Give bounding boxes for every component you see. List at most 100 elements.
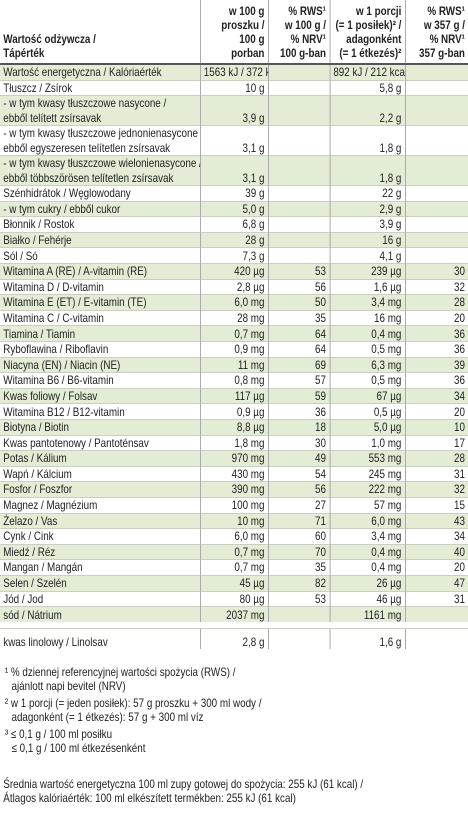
cell-text: kwas linolowy / Linolsav (3, 635, 108, 650)
nutrient-value: 5,0 g (199, 200, 269, 217)
cell-text: 3,4 mg (371, 529, 402, 544)
nutrient-value (404, 216, 468, 233)
cell-text: Kwas foliowy / Folsav (3, 388, 98, 403)
nutrient-value: 30 (404, 263, 468, 280)
cell-text: 28 (453, 295, 465, 310)
nutrient-value: 222 mg (329, 481, 406, 498)
table-row: Niacyna (EN) / Niacin (NE) 11 mg 69 6,3 mg 3… (0, 356, 468, 373)
cell-text: Żelazo / Vas (3, 513, 58, 528)
nutrient-value: w 100 g proszku /100 g porban (199, 0, 269, 64)
cell-text: 222 mg (368, 482, 402, 497)
cell-text: 6,3 mg (371, 357, 402, 372)
nutrient-value: 18 (267, 419, 330, 436)
cell-text: 56 (314, 279, 326, 294)
table-row: Witamina D / D-vitamin 2,8 µg 56 1,6 µg 32 (0, 278, 468, 295)
nutrient-value: 32 (404, 481, 468, 498)
nutrition-table: Wartość odżywcza / Tápérték w 100 g proszku… (0, 0, 468, 623)
nutrient-value: 6,0 mg (199, 528, 269, 545)
cell-text: 57 mg (374, 498, 402, 513)
nutrient-value: 10 g (199, 79, 269, 96)
nutrient-value: 4,1 g (329, 247, 406, 264)
cell-text: Witamina B12 / B12-vitamin (3, 404, 125, 419)
cell-line: % RWS¹ (427, 4, 465, 18)
nutrient-name: Miedź / Réz (0, 543, 201, 560)
nutrient-value: % RWS¹ w 357 g /% NRV¹ 357 g-ban (404, 0, 468, 64)
nutrient-value: 0,5 µg (329, 403, 406, 420)
nutrient-value (267, 628, 330, 650)
nutrient-name: - w tym kwasy tłuszczowe jednonienasycon… (0, 125, 201, 156)
table-row: Kwas foliowy / Folsav 117 µg 59 67 µg 34 (0, 387, 468, 404)
nutrient-value (267, 63, 330, 80)
nutrient-value: 20 (404, 403, 468, 420)
cell-text: 8,8 µg (236, 420, 265, 435)
nutrient-value: 970 mg (199, 450, 269, 467)
nutrient-name: Selen / Szelén (0, 574, 201, 592)
nutrient-name: Wartość odżywcza / Tápérték (0, 0, 200, 64)
table-body: Wartość energetyczna / Kalóriaérték 1563 … (0, 63, 468, 623)
nutrient-value: 3,9 g (199, 95, 269, 126)
nutrient-value: 45 µg (199, 574, 269, 592)
cell-text: 35 (314, 310, 326, 325)
nutrient-value: 7,3 g (199, 247, 269, 264)
cell-text: 390 mg (231, 482, 265, 497)
cell-text: 420 µg (234, 264, 265, 279)
cell-text: 50 (314, 295, 326, 310)
cell-text: Ryboflawina / Riboflavin (3, 342, 109, 357)
cell-text: Kwas pantotenowy / Pantoténsav (3, 435, 149, 450)
cell-text: 34 (453, 388, 465, 403)
nutrient-value: 31 (404, 465, 468, 482)
cell-text: 2,8 g (242, 635, 265, 650)
nutrient-value (404, 200, 468, 217)
nutrient-value: 1161 mg (329, 606, 406, 623)
cell-text: 1,8 mg (234, 435, 265, 450)
table-row: Wapń / Kálcium 430 mg 54 245 mg 31 (0, 465, 468, 482)
nutrient-name: Kwas pantotenowy / Pantoténsav (0, 434, 201, 451)
nutrient-value (267, 185, 330, 202)
cell-text: 36 (314, 404, 326, 419)
nutrient-value: 11 mg (199, 356, 269, 373)
nutrient-value: 56 (267, 278, 330, 295)
nutrient-value: 82 (267, 574, 330, 592)
table-row: Szénhidrátok / Węglowodany 39 g 22 g (0, 185, 468, 202)
cell-text: 32 (453, 279, 465, 294)
cell-text: 6,0 mg (371, 513, 402, 528)
cell-line: % RWS¹ (288, 4, 326, 18)
cell-text: 30 (453, 264, 465, 279)
cell-text: Wartość energetyczna / Kalóriaérték (3, 65, 162, 79)
cell-text: 32 (453, 482, 465, 497)
nutrient-value: 0,4 mg (329, 325, 406, 342)
nutrient-value: 6,3 mg (329, 356, 406, 373)
cell-text: 553 mg (368, 451, 402, 466)
cell-text: 2,8 µg (236, 279, 265, 294)
nutrient-value: 239 µg (329, 263, 406, 280)
cell-text: Fosfor / Foszfor (3, 482, 73, 497)
nutrient-value: 39 (404, 356, 468, 373)
nutrient-name: Potas / Kálium (0, 450, 201, 467)
nutrient-value: 31 (404, 590, 468, 607)
nutrient-value: 26 µg (329, 574, 406, 592)
cell-text: Witamina D / D-vitamin (3, 279, 104, 294)
cell-text: 10 g (245, 80, 265, 95)
nutrient-name: Witamina B6 / B6-vitamin (0, 372, 201, 389)
cell-text: Witamina A (RE) / A-vitamin (RE) (3, 264, 148, 279)
cell-line: ¹ % dziennej referencyjnej wartości spoż… (4, 665, 236, 680)
nutrient-value: 28 (404, 294, 468, 311)
cell-line: ² w 1 porcji (= jeden posiłek): 57 g pro… (4, 696, 262, 711)
nutrient-value: 67 µg (329, 387, 406, 404)
nutrient-name: Witamina E (ET) / E-vitamin (TE) (0, 294, 201, 311)
nutrient-value: 54 (267, 465, 330, 482)
nutrient-value: 117 µg (199, 387, 269, 404)
cell-text: Selen / Szelén (3, 576, 67, 591)
nutrient-value (404, 185, 468, 202)
cell-text: 3,9 g (379, 217, 402, 232)
cell-text: 67 µg (376, 388, 402, 403)
cell-text: 69 (314, 357, 326, 372)
nutrient-value (404, 79, 468, 96)
nutrient-name: Witamina A (RE) / A-vitamin (RE) (0, 263, 201, 280)
cell-text: 1,6 g (379, 635, 402, 650)
cell-text: 1563 kJ / 372 kcal (203, 65, 268, 79)
cell-text: 1,8 g (379, 170, 402, 185)
nutrient-value: 0,4 mg (329, 559, 406, 576)
nutrient-value: 2,8 µg (199, 278, 269, 295)
nutrient-value: 1,8 mg (199, 434, 269, 451)
